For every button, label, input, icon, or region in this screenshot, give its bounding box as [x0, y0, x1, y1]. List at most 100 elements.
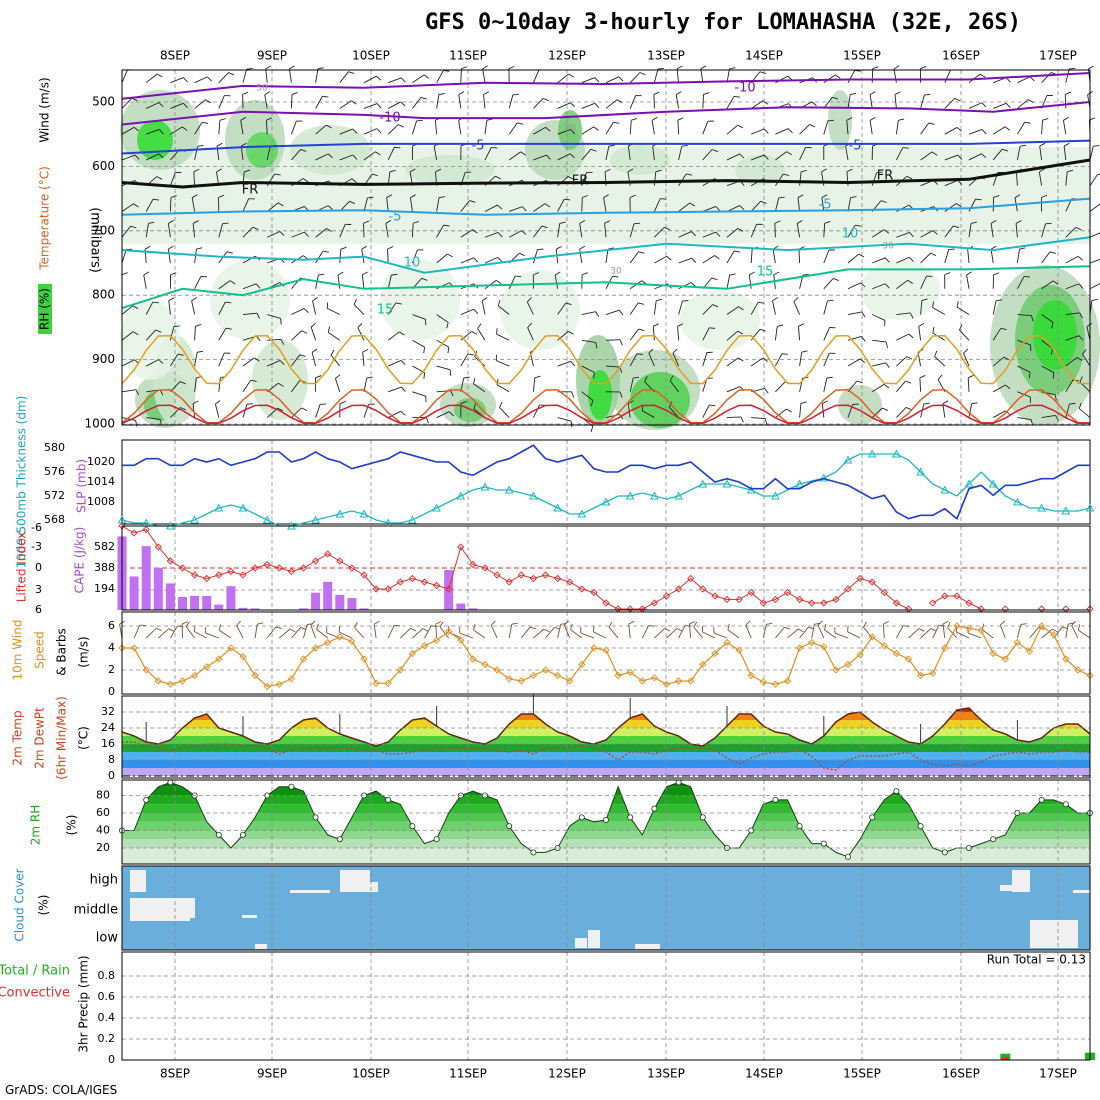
wind-barb [595, 311, 600, 317]
wind-barb [170, 272, 177, 276]
wind-barb [700, 65, 707, 70]
wind-barb [532, 377, 536, 392]
wind-barb [1065, 379, 1074, 393]
wind-barb [366, 376, 373, 379]
wind-barb [775, 151, 787, 161]
wind-barb [252, 226, 259, 230]
wind-barb [473, 403, 477, 410]
wind-barb [339, 154, 354, 161]
wind-barb [1078, 408, 1091, 418]
wind-barb [847, 70, 856, 83]
wind-barb [1019, 247, 1026, 250]
wind-barb [702, 304, 713, 315]
wind-barb [638, 251, 645, 254]
wind-barb [775, 381, 786, 393]
date-label-top: 13SEP [647, 49, 685, 63]
wind-barb [896, 380, 906, 393]
thickness-line [121, 453, 1091, 527]
wind-barb [1054, 394, 1057, 401]
wind-barb [668, 406, 679, 418]
wind-barb [170, 126, 183, 135]
wind-barb [1045, 222, 1052, 225]
pressure-tick-label: 600 [92, 159, 115, 173]
wind-barb [677, 326, 680, 341]
temp-band [122, 760, 1090, 768]
wind-barb [242, 357, 255, 367]
wind-barb [218, 352, 225, 367]
wind-barb [484, 204, 498, 212]
wind-barb [894, 91, 901, 95]
wind-10m-barb [156, 627, 162, 632]
wind-barb [750, 224, 757, 238]
wind-barb [627, 168, 634, 173]
wind-barb [1039, 168, 1045, 173]
wind-10m-barb [847, 625, 849, 632]
cape-bar [214, 604, 224, 610]
wind-barb [533, 225, 543, 238]
wind-barb [214, 403, 220, 418]
wind-speed-marker [674, 677, 683, 685]
wind-barb [469, 200, 476, 203]
rh-contour-fill [680, 290, 760, 350]
wind-speed-marker [989, 649, 997, 658]
wind-barb [1079, 312, 1083, 319]
wind-barb [315, 228, 327, 238]
wind-barb [798, 323, 805, 327]
wind-10m-barb [439, 626, 450, 639]
wind-speed-marker [287, 675, 296, 683]
cloud-gap [290, 890, 330, 893]
wind-speed-marker [929, 669, 937, 677]
wind-barb [423, 372, 426, 379]
wind-barb [639, 72, 646, 76]
wind-barb [872, 257, 886, 264]
thickness-marker [625, 491, 635, 500]
wind-10m-barb [727, 623, 730, 630]
wind-barb [1065, 357, 1078, 367]
wind-barb [192, 400, 199, 405]
wind-barb [371, 173, 378, 177]
date-label-bottom: 15SEP [843, 1067, 881, 1081]
wind-barb [363, 75, 377, 84]
wind-barb [633, 376, 640, 379]
cape-bar [226, 586, 236, 610]
wind-barb [686, 173, 693, 176]
wind-10m-barb [326, 632, 340, 639]
wind-barb [581, 77, 596, 84]
wind-barb [995, 299, 1003, 302]
wind-barb [954, 98, 961, 102]
wind-10m-barb [194, 631, 207, 639]
wind-10m-barb [942, 620, 949, 625]
wind-barb [979, 73, 986, 78]
wind-barb [423, 74, 430, 79]
wind-speed-marker [759, 678, 767, 686]
wind-barb [1065, 283, 1080, 290]
wind-barb [362, 349, 369, 353]
wind-speed-marker [941, 644, 949, 652]
wind-barb [435, 168, 442, 173]
date-label-bottom: 17SEP [1039, 1067, 1077, 1081]
cape-bar [444, 569, 454, 610]
wind-barb [532, 404, 540, 418]
wind-barb [291, 231, 305, 238]
wind-barb [339, 100, 352, 109]
rh-side-label: RH (%) [38, 288, 52, 330]
wind-10m-barb [727, 629, 740, 639]
wind-barb [801, 169, 808, 173]
wind-barb [821, 194, 828, 199]
wind-barb [483, 91, 490, 95]
rh-contour-fill [380, 260, 460, 340]
wind-barb [872, 66, 879, 70]
wind-barb [121, 126, 135, 135]
rh-band [122, 830, 1090, 840]
cape-bar [359, 608, 369, 610]
wind-barb [691, 231, 696, 237]
wind-barb [512, 93, 519, 96]
wind-barb [509, 206, 523, 212]
wind-barb [1041, 251, 1051, 264]
wind-10m-barb [999, 624, 1006, 639]
wind-10m-barb [236, 625, 244, 639]
temp-band [122, 728, 1090, 736]
wind-barb [159, 419, 163, 426]
wind-barb [629, 302, 639, 315]
temp-band [122, 768, 1090, 776]
